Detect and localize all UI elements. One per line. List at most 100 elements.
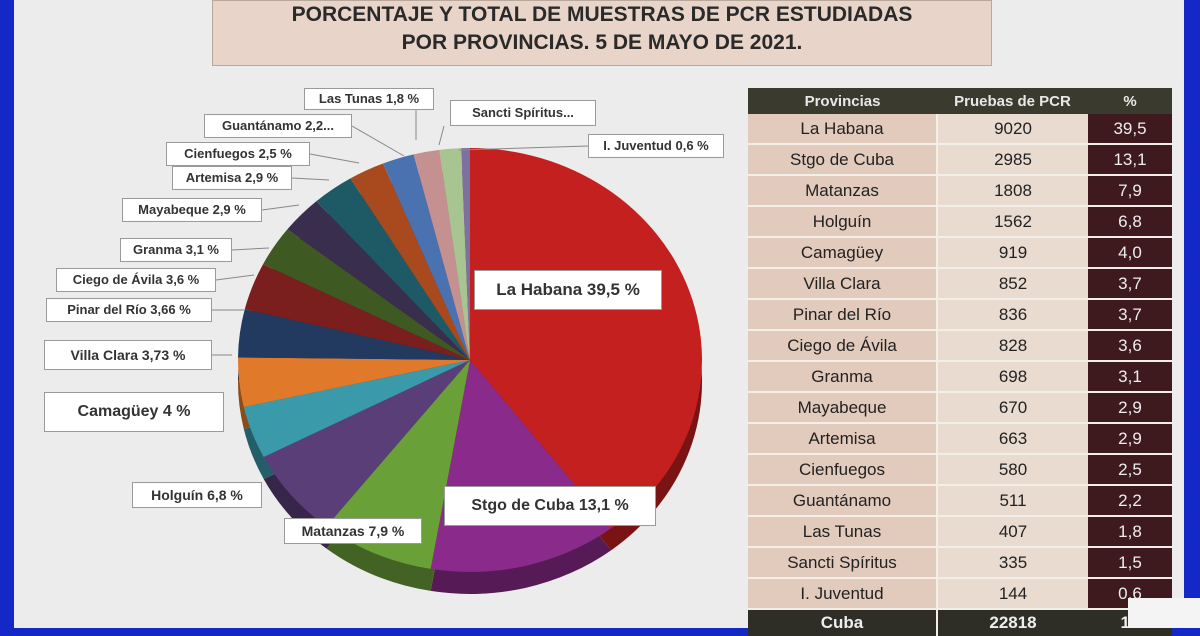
cell-percent: 7,9: [1088, 175, 1172, 207]
pie-slice-label: Mayabeque 2,9 %: [122, 198, 262, 222]
table-row: Pinar del Río 836 3,7: [748, 299, 1172, 331]
cell-provincia: Villa Clara: [748, 268, 937, 300]
table-row: I. Juventud 144 0,6: [748, 578, 1172, 610]
cell-provincia: Sancti Spíritus: [748, 547, 937, 579]
pie-slice-label: Granma 3,1 %: [120, 238, 232, 262]
cell-provincia: Artemisa: [748, 423, 937, 455]
cell-provincia: Guantánamo: [748, 485, 937, 517]
chart-title-line1: PORCENTAJE Y TOTAL DE MUESTRAS DE PCR ES…: [291, 3, 913, 26]
pie-slice-label: Artemisa 2,9 %: [172, 166, 292, 190]
slide: PORCENTAJE Y TOTAL DE MUESTRAS DE PCR ES…: [14, 0, 1184, 636]
cell-provincia: I. Juventud: [748, 578, 937, 610]
cell-pruebas: 1562: [936, 206, 1088, 238]
table-row: Sancti Spíritus 335 1,5: [748, 547, 1172, 579]
pie-slice-label: Pinar del Río 3,66 %: [46, 298, 212, 322]
header-provincias: Provincias: [748, 88, 937, 114]
pie-slice-label: La Habana 39,5 %: [474, 270, 662, 310]
pie-slice: [316, 178, 470, 360]
cell-pruebas: 511: [936, 485, 1088, 517]
cell-pruebas: 828: [936, 330, 1088, 362]
table-row: Matanzas 1808 7,9: [748, 175, 1172, 207]
table-row: Camagüey 919 4,0: [748, 237, 1172, 269]
cell-provincia: Stgo de Cuba: [748, 144, 937, 176]
label-leader-line: [231, 247, 270, 251]
table-row: Cienfuegos 580 2,5: [748, 454, 1172, 486]
cell-percent: 3,6: [1088, 330, 1172, 362]
table-row: Mayabeque 670 2,9: [748, 392, 1172, 424]
pie-slice: [413, 149, 470, 360]
pie-slice: [263, 229, 470, 360]
cell-pruebas: 2985: [936, 144, 1088, 176]
cell-percent: 1,8: [1088, 516, 1172, 548]
cell-pruebas: 698: [936, 361, 1088, 393]
cell-pruebas: 580: [936, 454, 1088, 486]
pie-slice: [439, 148, 470, 360]
cell-percent: 4,0: [1088, 237, 1172, 269]
cell-provincia: Mayabeque: [748, 392, 937, 424]
pie-slice-label: Sancti Spíritus...: [450, 100, 596, 126]
cell-percent: 3,1: [1088, 361, 1172, 393]
table-row: La Habana 9020 39,5: [748, 114, 1172, 145]
pie-slice: [287, 201, 470, 360]
pie-slice-label: I. Juventud 0,6 %: [588, 134, 724, 158]
cell-pruebas: 335: [936, 547, 1088, 579]
cell-provincia: La Habana: [748, 114, 937, 145]
chart-title-line2: POR PROVINCIAS. 5 DE MAYO DE 2021.: [401, 31, 803, 54]
pie-slice-label: Stgo de Cuba 13,1 %: [444, 486, 656, 526]
label-leader-line: [351, 125, 405, 157]
cell-pruebas: 919: [936, 237, 1088, 269]
total-label: Cuba: [748, 609, 937, 636]
cell-pruebas: 1808: [936, 175, 1088, 207]
cell-percent: 2,5: [1088, 454, 1172, 486]
pie-slice-label: Guantánamo 2,2...: [204, 114, 352, 138]
cell-percent: 3,7: [1088, 299, 1172, 331]
cell-pruebas: 670: [936, 392, 1088, 424]
table-header-row: Provincias Pruebas de PCR %: [748, 88, 1172, 114]
pie-slice: [244, 264, 470, 360]
table-total-row: Cuba2281810: [748, 609, 1172, 636]
pie-slice: [326, 360, 470, 569]
pie-slice-label: Las Tunas 1,8 %: [304, 88, 434, 110]
table-row: Holguín 1562 6,8: [748, 206, 1172, 238]
cell-percent: 2,9: [1088, 392, 1172, 424]
total-pruebas: 22818: [936, 609, 1088, 636]
cell-provincia: Matanzas: [748, 175, 937, 207]
pie-slice-label: Ciego de Ávila 3,6 %: [56, 268, 216, 292]
label-leader-line: [458, 145, 589, 151]
cell-pruebas: 663: [936, 423, 1088, 455]
cell-provincia: Camagüey: [748, 237, 937, 269]
header-pruebas: Pruebas de PCR: [937, 88, 1088, 114]
pie-slice: [383, 154, 470, 360]
pie-slice: [243, 360, 470, 457]
corner-overlay: [1128, 598, 1200, 628]
cell-pruebas: 852: [936, 268, 1088, 300]
label-leader-line: [309, 153, 360, 164]
cell-provincia: Holguín: [748, 206, 937, 238]
cell-provincia: Las Tunas: [748, 516, 937, 548]
cell-provincia: Ciego de Ávila: [748, 330, 937, 362]
pie-slice: [263, 360, 470, 527]
table-row: Ciego de Ávila 828 3,6: [748, 330, 1172, 362]
cell-pruebas: 836: [936, 299, 1088, 331]
table-row: Stgo de Cuba 2985 13,1: [748, 144, 1172, 176]
table-row: Las Tunas 407 1,8: [748, 516, 1172, 548]
cell-provincia: Granma: [748, 361, 937, 393]
table-row: Granma 698 3,1: [748, 361, 1172, 393]
cell-percent: 3,7: [1088, 268, 1172, 300]
label-leader-line: [438, 125, 445, 146]
table-row: Villa Clara 852 3,7: [748, 268, 1172, 300]
pie-slice: [350, 163, 470, 360]
cell-percent: 6,8: [1088, 206, 1172, 238]
cell-provincia: Cienfuegos: [748, 454, 937, 486]
table-row: Artemisa 663 2,9: [748, 423, 1172, 455]
cell-pruebas: 144: [936, 578, 1088, 610]
label-leader-line: [291, 177, 330, 181]
label-leader-line: [215, 274, 255, 281]
pie-slice-label: Camagüey 4 %: [44, 392, 224, 432]
table-row: Guantánamo 511 2,2: [748, 485, 1172, 517]
chart-title-box: PORCENTAJE Y TOTAL DE MUESTRAS DE PCR ES…: [212, 0, 992, 66]
cell-percent: 13,1: [1088, 144, 1172, 176]
cell-percent: 2,2: [1088, 485, 1172, 517]
cell-pruebas: 407: [936, 516, 1088, 548]
label-leader-line: [261, 204, 300, 211]
